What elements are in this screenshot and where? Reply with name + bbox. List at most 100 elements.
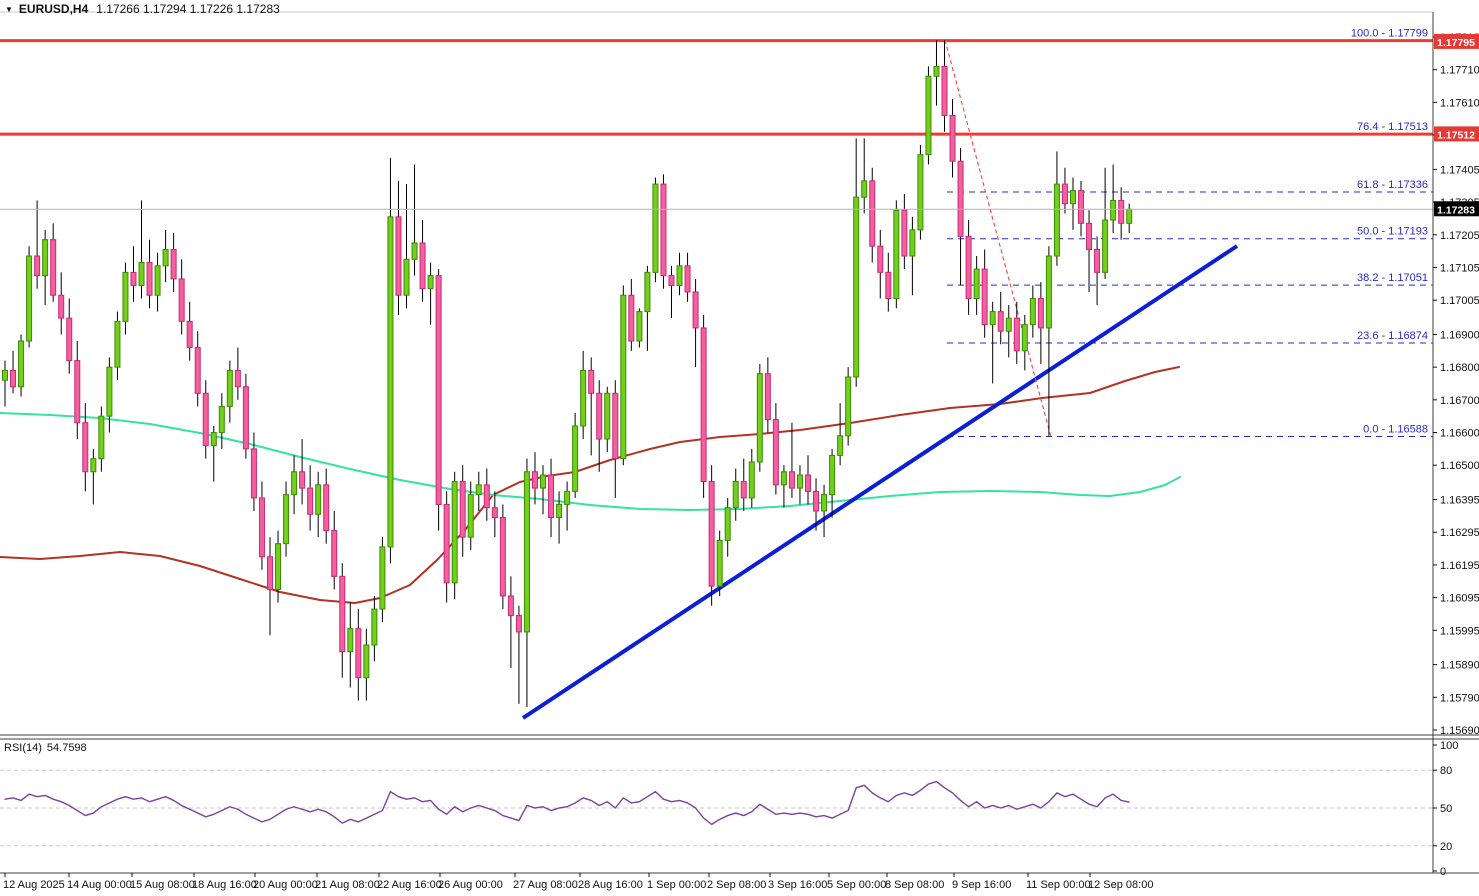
candle-bearish (805, 474, 811, 492)
candle-bearish (491, 507, 498, 519)
candle-bullish (1029, 298, 1036, 326)
candle-bearish (258, 497, 265, 558)
candle-bearish (740, 481, 747, 499)
candle-bullish (475, 484, 482, 496)
price-axis-label: 1.17105 (1440, 262, 1479, 274)
candle-bearish (499, 517, 506, 597)
price-axis-label: 1.17205 (1440, 230, 1479, 242)
candle-bearish (483, 484, 490, 509)
time-axis-label: 11 Sep 00:00 (1026, 879, 1091, 891)
time-axis-label: 14 Aug 00:00 (67, 879, 132, 891)
candle-bullish (1102, 219, 1109, 273)
rsi-indicator-label: RSI(14) 54.7598 (4, 742, 87, 754)
candle-bearish (66, 317, 73, 362)
candle-bullish (732, 481, 739, 509)
candle-bullish (1021, 324, 1028, 352)
price-axis-label: 1.16800 (1440, 362, 1479, 374)
candle-bullish (18, 340, 25, 388)
time-axis-label: 18 Aug 16:00 (192, 879, 257, 891)
candle-bullish (1045, 255, 1052, 329)
candle-bullish (756, 373, 763, 463)
candle-bearish (764, 373, 771, 420)
candle-bearish (1118, 199, 1125, 224)
price-axis-label: 1.15995 (1440, 625, 1479, 637)
price-axis-label: 1.16095 (1440, 593, 1479, 605)
fib-level-label: 23.6 - 1.16874 (1357, 330, 1428, 342)
candle-bearish (82, 422, 89, 473)
candle-bullish (162, 248, 169, 267)
candle-bullish (122, 271, 129, 322)
candle-bullish (925, 75, 932, 156)
fib-level-label: 50.0 - 1.17193 (1357, 226, 1428, 238)
candle-bullish (90, 458, 97, 473)
candle-bearish (395, 216, 402, 296)
candle-bullish (909, 229, 916, 257)
price-axis-label: 1.15690 (1440, 725, 1479, 737)
time-axis-label: 8 Sep 08:00 (885, 879, 944, 891)
rsi-axis-label: 100 (1440, 740, 1458, 752)
rsi-value: 54.7598 (46, 742, 87, 754)
candle-bullish (796, 474, 803, 489)
candle-bullish (467, 494, 474, 538)
symbol-dropdown-icon[interactable]: ▼ (5, 5, 13, 14)
price-axis-label: 1.17610 (1440, 97, 1479, 109)
price-badge-value: 1.17283 (1437, 204, 1475, 216)
candle-bullish (780, 471, 787, 486)
trendline[interactable] (521, 244, 1239, 720)
candle-bullish (556, 503, 563, 519)
candle-bullish (98, 415, 105, 460)
time-axis-label: 21 Aug 08:00 (315, 879, 380, 891)
price-badge (1434, 201, 1479, 217)
candle-bullish (676, 265, 683, 286)
candle-bullish (636, 311, 643, 342)
candle-bearish (1078, 190, 1085, 224)
candle-bearish (178, 278, 185, 322)
candle-bearish (355, 628, 362, 679)
candle-bearish (588, 369, 595, 394)
candle-bullish (580, 369, 587, 427)
rsi-name: RSI(14) (4, 742, 42, 754)
candle-bearish (10, 369, 17, 388)
fib-diagonal-line[interactable] (944, 39, 1052, 438)
candle-bullish (837, 435, 844, 456)
time-axis-label: 12 Aug 2025 (3, 879, 65, 891)
candle-bearish (531, 471, 538, 489)
candle-bearish (788, 471, 795, 489)
candle-bullish (363, 644, 370, 679)
price-badge-value: 1.17512 (1437, 129, 1475, 141)
candle-bearish (234, 369, 241, 388)
candle-bearish (901, 209, 908, 257)
candle-bearish (507, 595, 514, 617)
candle-bullish (540, 474, 547, 489)
candle-bearish (660, 183, 667, 277)
candle-bearish (885, 271, 892, 300)
time-axis-label: 20 Aug 00:00 (253, 879, 318, 891)
candle-bullish (933, 65, 940, 77)
fib-level-label: 76.4 - 1.17513 (1357, 121, 1428, 133)
price-axis-label: 1.15890 (1440, 660, 1479, 672)
candle-bearish (459, 481, 466, 538)
candle-bullish (26, 255, 33, 342)
candle-bullish (403, 258, 410, 296)
candle-bearish (813, 490, 820, 512)
price-axis-label: 1.16395 (1440, 495, 1479, 507)
time-axis-label: 9 Sep 16:00 (952, 879, 1011, 891)
candle-bearish (997, 311, 1004, 332)
price-axis-label: 1.16195 (1440, 560, 1479, 572)
candle-bullish (2, 369, 8, 381)
candle-bearish (194, 347, 201, 394)
candle-bearish (869, 180, 876, 247)
candle-bearish (628, 294, 635, 342)
time-axis-label: 26 Aug 00:00 (438, 879, 503, 891)
candle-bullish (564, 490, 571, 505)
time-axis-label: 22 Aug 16:00 (377, 879, 442, 891)
price-axis-label: 1.17005 (1440, 295, 1479, 307)
candle-bullish (748, 461, 755, 499)
candle-bullish (283, 494, 290, 545)
candle-bullish (861, 180, 868, 198)
candle-bearish (419, 242, 426, 290)
candle-bullish (106, 366, 113, 417)
candle-bearish (74, 360, 81, 424)
price-axis-label: 1.17710 (1440, 65, 1479, 77)
time-axis-label: 12 Sep 08:00 (1088, 879, 1153, 891)
